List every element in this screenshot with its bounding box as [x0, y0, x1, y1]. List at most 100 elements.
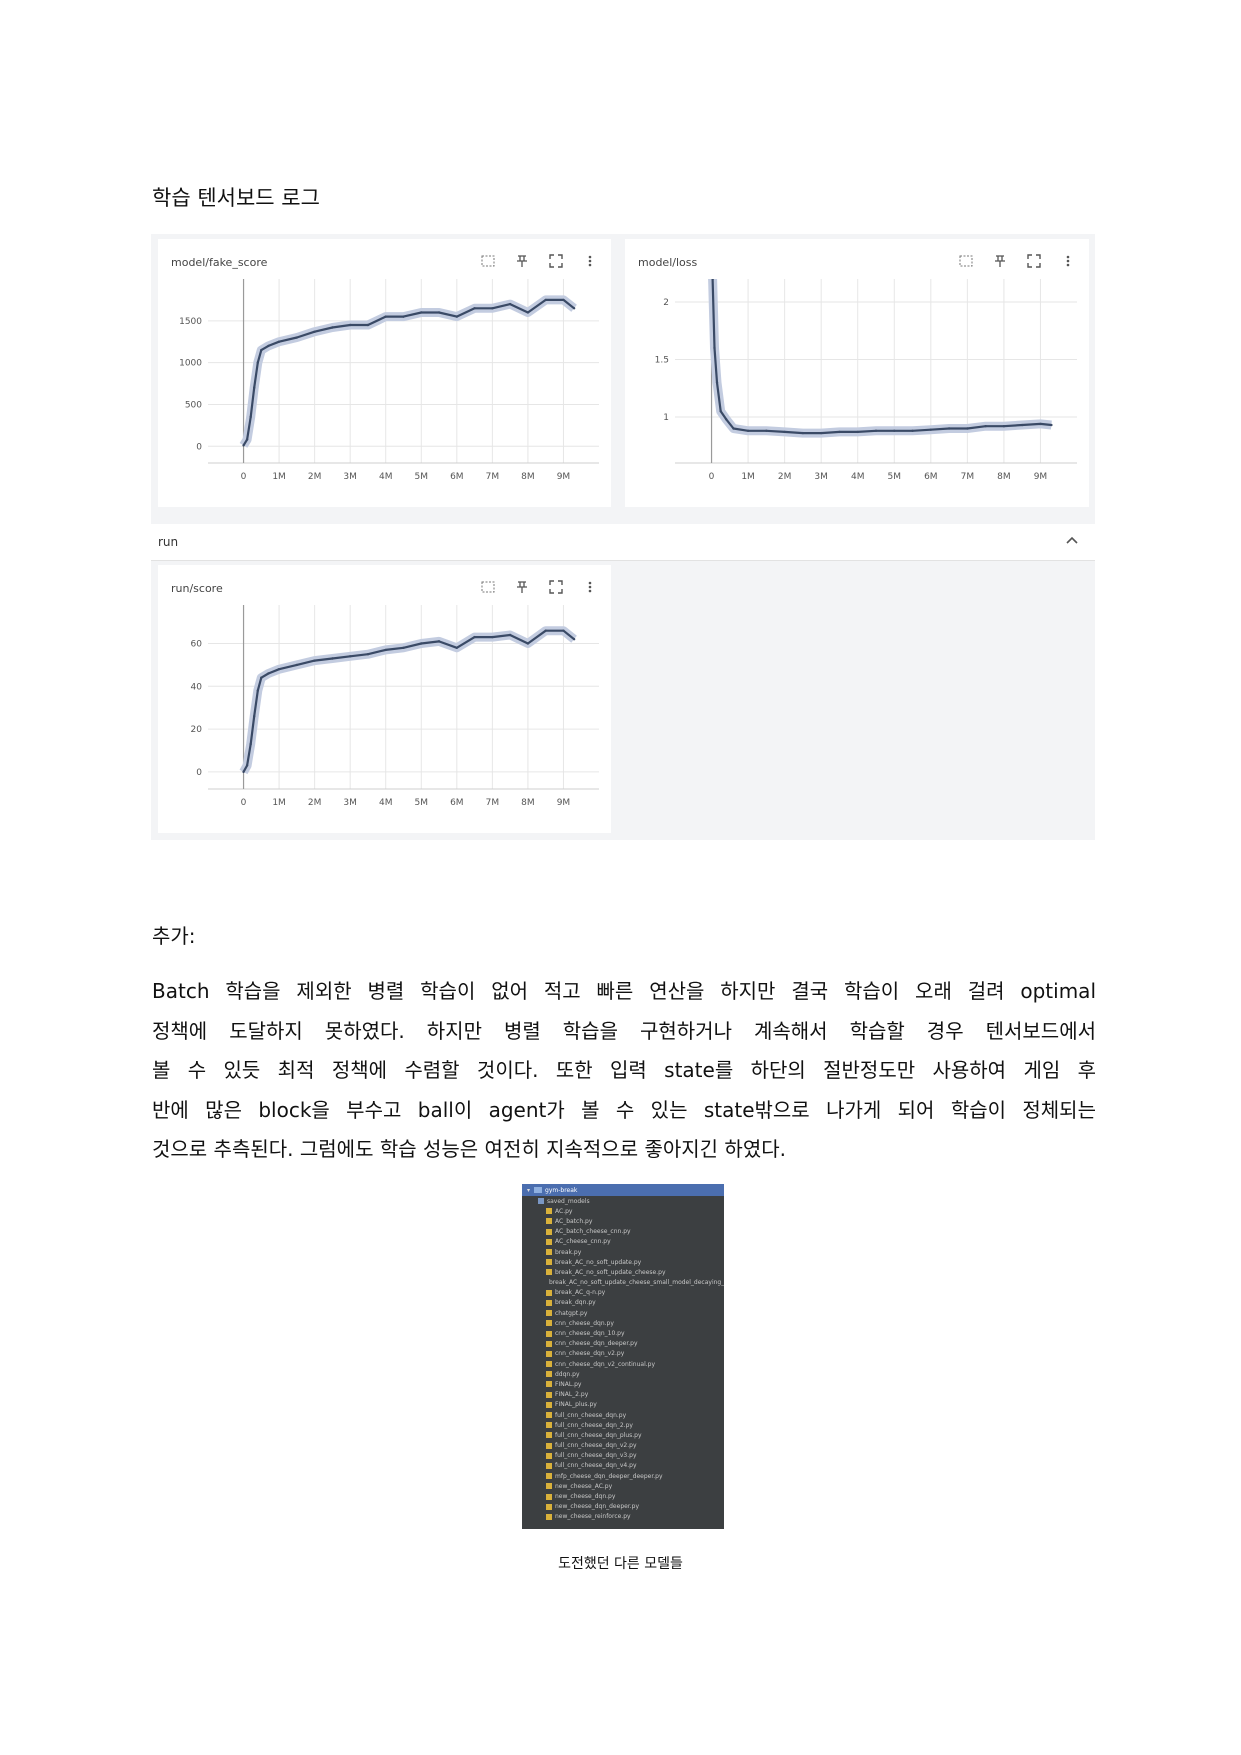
tree-file-row: FINAL_plus.py [522, 1400, 724, 1410]
tree-file-row: full_cnn_cheese_dqn_v2.py [522, 1441, 724, 1451]
tree-file-row: chatgpt.py [522, 1308, 724, 1318]
data-point [544, 629, 547, 632]
x-tick-label: 9M [1034, 472, 1048, 482]
tree-folder-row: saved_models [522, 1196, 724, 1206]
python-file-icon [546, 1269, 552, 1276]
python-file-icon [546, 1361, 552, 1368]
data-point [253, 715, 256, 718]
addendum-paragraph: Batch 학습을 제외한 병렬 학습이 없어 적고 빠른 연산을 하지만 결국… [152, 972, 1096, 1170]
pin-icon[interactable] [511, 251, 533, 271]
tree-file-row: cnn_cheese_dqn_v2_continual.py [522, 1359, 724, 1369]
series-group [239, 295, 577, 448]
y-tick-label: 1 [663, 413, 669, 423]
fullscreen-icon[interactable] [1023, 251, 1045, 271]
x-tick-label: 2M [308, 798, 322, 808]
addendum-heading: 추가: [152, 924, 196, 948]
tree-file-list: saved_models AC.py AC_batch.py AC_batch_che… [522, 1196, 724, 1522]
tree-item-label: break.py [555, 1248, 582, 1256]
data-point [491, 307, 494, 310]
data-point [874, 429, 878, 432]
tree-file-row: new_cheese_dqn.py [522, 1491, 724, 1501]
data-point [783, 430, 786, 434]
data-point [366, 653, 370, 656]
tree-item-label: cnn_cheese_dqn_10.py [555, 1330, 625, 1338]
python-file-icon [546, 1249, 552, 1256]
x-tick-label: 4M [851, 472, 865, 482]
tree-item-label: FINAL.py [555, 1380, 582, 1388]
fit-domain-icon[interactable] [477, 577, 499, 597]
x-tick-label: 0 [241, 798, 247, 808]
run-section-label: run [158, 535, 179, 549]
python-file-icon [546, 1401, 552, 1408]
y-tick-label: 1500 [179, 317, 202, 327]
series-smoothing-band [239, 295, 577, 448]
data-point [508, 302, 512, 306]
tree-item-label: break_AC_no_soft_update_cheese_small_mod… [549, 1279, 724, 1287]
pin-icon[interactable] [989, 251, 1011, 271]
fit-domain-icon[interactable] [955, 251, 977, 271]
python-file-icon [546, 1310, 552, 1317]
data-point [249, 415, 252, 419]
x-tick-label: 5M [888, 472, 902, 482]
tree-item-label: AC.py [555, 1207, 573, 1215]
data-point [929, 428, 933, 431]
data-point [277, 340, 281, 343]
data-point [260, 348, 263, 352]
python-file-icon [546, 1238, 552, 1245]
more-vert-icon[interactable] [579, 251, 601, 271]
data-point [572, 307, 576, 310]
data-point [526, 311, 530, 314]
folder-icon [538, 1198, 544, 1205]
run-section-header[interactable]: run [151, 524, 1095, 561]
project-file-tree-screenshot: ▾ gym-break saved_models AC.py AC_batch.py… [522, 1184, 724, 1529]
data-point [572, 638, 576, 641]
tree-file-row: mfp_cheese_dqn_deeper_deeper.py [522, 1471, 724, 1481]
loss-chart[interactable]: 0 1M 2M 3M 4M 5M 6M 7M 8M 9M 1 1.5 2 [625, 239, 1089, 507]
tree-item-label: new_cheese_dqn.py [555, 1493, 616, 1501]
fullscreen-icon[interactable] [545, 251, 567, 271]
series-smoothing-band [239, 626, 577, 775]
data-point [249, 742, 252, 746]
x-tick-label: 2M [778, 472, 792, 482]
paragraph-line: 정책에 도달하지 못하였다. 하지만 병렬 학습을 구현하거나 계속해서 학습할… [152, 1018, 1096, 1043]
paragraph-line: Batch 학습을 제외한 병렬 학습이 없어 적고 빠른 연산을 하지만 결국… [152, 979, 1096, 1003]
x-tick-label: 6M [924, 472, 938, 482]
python-file-icon [546, 1218, 552, 1225]
fit-domain-icon[interactable] [477, 251, 499, 271]
python-file-icon [546, 1320, 552, 1327]
tree-file-row: AC_batch.py [522, 1216, 724, 1226]
data-point [245, 764, 249, 767]
fake-score-chart[interactable]: 0 1M 2M 3M 4M 5M 6M 7M 8M 9M 0 500 1000 1500 [158, 239, 611, 507]
pin-icon[interactable] [511, 577, 533, 597]
more-vert-icon[interactable] [579, 577, 601, 597]
tree-file-row: break_AC_no_soft_update_cheese_small_mod… [522, 1278, 724, 1288]
data-point [966, 427, 969, 430]
data-point [420, 642, 423, 645]
python-file-icon [546, 1391, 552, 1398]
folder-icon [534, 1187, 543, 1193]
x-tick-label: 2M [308, 472, 322, 482]
tree-item-label: cnn_cheese_dqn_deeper.py [555, 1340, 638, 1348]
data-point [348, 655, 352, 658]
fullscreen-icon[interactable] [545, 577, 567, 597]
chevron-up-icon[interactable] [1061, 530, 1083, 552]
data-point [711, 279, 714, 281]
x-tick-label: 8M [521, 472, 535, 482]
x-tick-label: 1M [272, 472, 286, 482]
more-vert-icon[interactable] [1057, 251, 1079, 271]
x-tick-label: 7M [486, 472, 500, 482]
python-file-icon [546, 1330, 552, 1337]
y-tick-label: 500 [185, 400, 202, 410]
tree-file-row: new_cheese_reinforce.py [522, 1512, 724, 1522]
tree-file-row: break_AC_q-n.py [522, 1288, 724, 1298]
tree-item-label: FINAL_2.py [555, 1391, 589, 1399]
data-point [710, 272, 712, 274]
data-point [724, 418, 728, 421]
tree-item-label: full_cnn_cheese_dqn_v4.py [555, 1462, 637, 1470]
x-tick-label: 0 [241, 472, 247, 482]
run-score-chart[interactable]: 0 1M 2M 3M 4M 5M 6M 7M 8M 9M 0 20 40 60 [158, 565, 611, 833]
data-point [277, 667, 281, 671]
python-file-icon [546, 1299, 552, 1306]
tree-file-row: full_cnn_cheese_dqn_2.py [522, 1420, 724, 1430]
series-line [242, 629, 575, 773]
